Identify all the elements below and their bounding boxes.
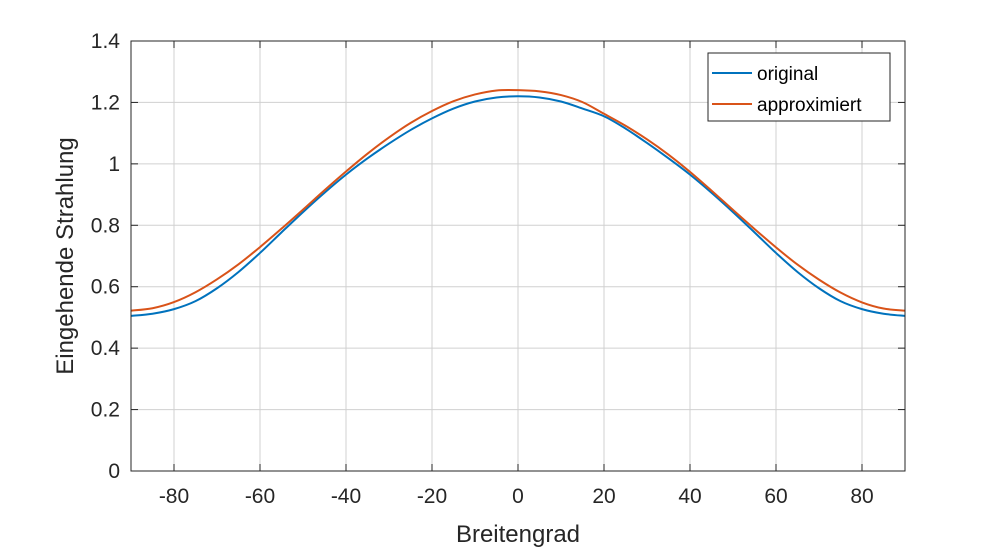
x-tick-label: -20 [417,485,447,508]
y-tick-label: 0.6 [91,276,120,299]
legend-label-original: original [757,64,818,85]
ticks: -80 -60 -40 -20 0 20 40 60 80 0 0.2 0.4 0.6 0.8 1 1.2 1.… [91,30,905,508]
x-tick-label: 40 [678,485,701,508]
x-axis-label: Breitengrad [456,521,580,548]
legend: original approximiert [707,52,891,122]
series-line-original [130,95,906,317]
y-tick-label: 0.8 [91,214,120,237]
series-layer [130,88,906,317]
x-tick-label: 60 [764,485,787,508]
legend-box [707,52,891,122]
x-tick-label: 0 [512,485,524,508]
y-tick-label: 1.2 [91,91,120,114]
x-tick-label: 80 [850,485,873,508]
y-tick-label: 0.2 [91,399,120,422]
y-tick-label: 1.4 [91,30,121,53]
x-tick-label: -40 [331,485,361,508]
series-line-approximiert [130,88,906,312]
x-tick-label: -80 [159,485,189,508]
y-tick-label: 0 [108,460,120,483]
y-axis-label: Eingehende Strahlung [52,137,79,375]
x-tick-label: -60 [245,485,275,508]
legend-label-approximiert: approximiert [757,95,862,116]
y-tick-label: 0.4 [91,337,121,360]
y-tick-label: 1 [108,153,120,176]
x-tick-label: 20 [592,485,615,508]
